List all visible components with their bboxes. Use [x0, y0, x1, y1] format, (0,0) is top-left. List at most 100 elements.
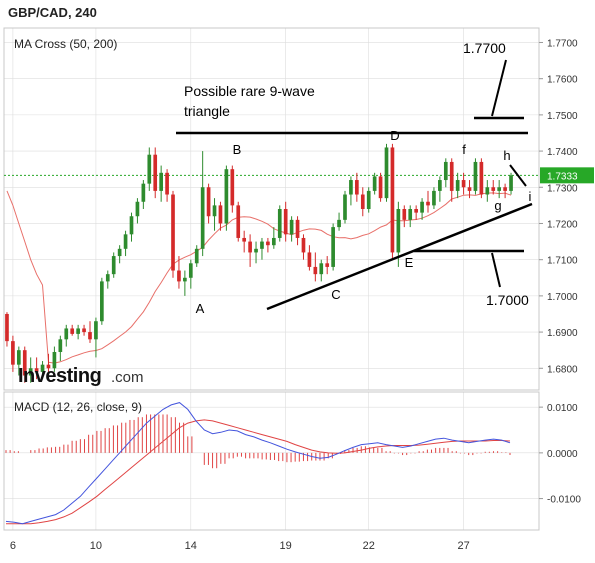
candle-body	[491, 187, 496, 191]
grid-layer	[4, 28, 539, 530]
ma-indicator-label: MA Cross (50, 200)	[14, 37, 117, 51]
candle-body	[349, 180, 353, 195]
x-tick-label: 22	[363, 540, 375, 552]
annotation-layer: A B C D Ef g h i	[176, 59, 533, 316]
candle-body	[183, 277, 187, 282]
candle-body	[171, 194, 175, 271]
candle-body	[331, 227, 335, 267]
macd-indicator-label: MACD (12, 26, close, 9)	[14, 400, 142, 414]
candle-body	[111, 256, 116, 275]
investing-logo: Investing .com	[18, 365, 144, 387]
price-tick-label: 1.6800	[547, 364, 578, 375]
candle-body	[360, 194, 365, 209]
price-tick-label: 1.7000	[547, 292, 578, 303]
candle-body	[153, 154, 158, 191]
wave-label: B	[233, 142, 242, 157]
candle-body	[5, 313, 9, 342]
candle-body	[46, 364, 51, 369]
logo-main: Investing	[18, 365, 101, 387]
x-axis: 6 10 14 19 22 27	[10, 540, 470, 552]
x-tick-label: 6	[10, 540, 16, 552]
wave-label: h	[503, 148, 510, 163]
candle-body	[212, 205, 217, 217]
candle-body	[337, 219, 341, 228]
candle-layer	[5, 143, 513, 383]
candle-body	[28, 368, 33, 376]
macd-tick-label: 0.0000	[547, 449, 578, 460]
candle-body	[123, 234, 128, 249]
wave-h-i-segment	[509, 164, 527, 187]
candle-body	[313, 266, 318, 275]
target-up-pointer	[491, 59, 507, 117]
candle-body	[343, 194, 347, 220]
macd-tick-label: -0.0100	[547, 495, 581, 506]
candle-body	[64, 328, 69, 340]
candle-body	[271, 237, 276, 246]
candle-body	[289, 219, 294, 235]
candle-body	[159, 172, 163, 191]
candle-body	[194, 248, 199, 264]
candle-body	[188, 263, 193, 278]
annotation-text-line1: Possible rare 9-wave	[184, 83, 315, 99]
macd-layer	[5, 402, 511, 525]
target-up-label: 1.7700	[463, 40, 506, 56]
wave-label: i	[529, 189, 532, 204]
candle-body	[438, 180, 442, 191]
candle-body	[461, 180, 466, 188]
candle-body	[402, 209, 407, 220]
candle-body	[467, 187, 472, 191]
candle-body	[479, 161, 484, 195]
candle-body	[76, 328, 80, 334]
wave-label: E	[405, 255, 414, 270]
candle-body	[378, 176, 383, 199]
macd-tick-label: 0.0100	[547, 403, 578, 414]
price-tick-label: 1.7100	[547, 256, 578, 267]
candle-body	[390, 147, 395, 253]
ma-layer	[6, 190, 512, 364]
candle-body	[165, 172, 169, 195]
candle-body	[301, 237, 306, 253]
target-down-label: 1.7000	[486, 292, 529, 308]
candle-body	[117, 248, 122, 257]
wave-label: A	[196, 301, 205, 316]
candle-body	[449, 161, 454, 191]
candle-body	[100, 281, 104, 322]
price-panel-border	[3, 27, 540, 391]
candle-body	[260, 241, 264, 249]
candle-body	[414, 209, 418, 213]
current-price-badge	[540, 167, 594, 184]
price-tick-label: 1.7700	[547, 38, 578, 49]
y-axis: 1.7700 1.7600 1.7500 1.7400 1.7300 1.7200 1.71…	[539, 38, 581, 506]
price-tick-label: 1.7300	[547, 183, 578, 194]
candle-body	[509, 175, 513, 191]
candle-body	[94, 321, 98, 340]
candle-body	[16, 350, 21, 365]
candle-body	[236, 205, 241, 238]
candle-body	[52, 351, 57, 369]
candle-body	[355, 180, 359, 195]
x-tick-label: 19	[280, 540, 292, 552]
candle-body	[366, 190, 371, 209]
candle-body	[34, 368, 39, 372]
candle-body	[384, 147, 389, 199]
wave-label: g	[494, 198, 501, 213]
current-price-label: 1.7333	[547, 171, 578, 182]
candle-body	[248, 241, 252, 253]
candle-body	[432, 190, 436, 206]
candle-body	[230, 169, 235, 206]
price-tick-label: 1.7400	[547, 147, 578, 158]
candle-body	[426, 201, 430, 206]
candle-body	[224, 169, 229, 224]
candle-body	[277, 209, 282, 238]
candle-body	[135, 201, 140, 217]
candle-body	[396, 209, 401, 253]
price-tick-label: 1.7200	[547, 219, 578, 230]
x-tick-label: 27	[457, 540, 469, 552]
annotation-text-line2: triangle	[184, 103, 230, 119]
chart-title: GBP/CAD, 240	[8, 5, 97, 20]
candle-body	[266, 241, 270, 246]
candle-body	[455, 180, 460, 191]
candle-body	[40, 364, 45, 372]
candle-body	[254, 248, 258, 253]
